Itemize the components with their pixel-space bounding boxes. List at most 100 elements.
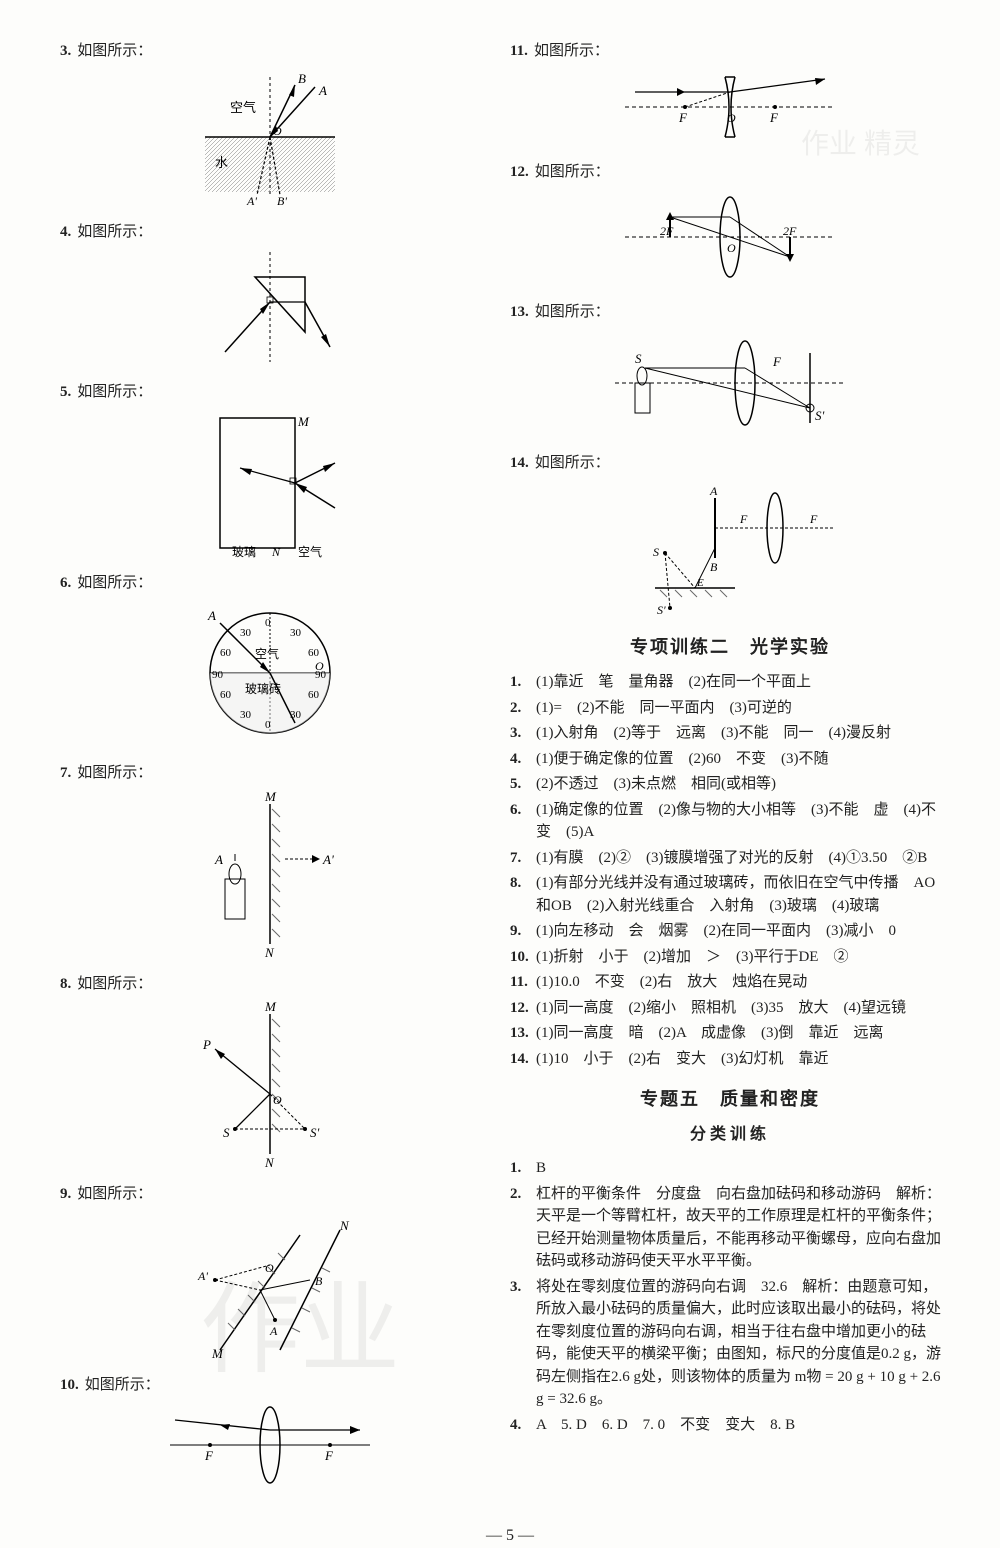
- ans-text: (1)靠近 笔 量角器 (2)在同一个平面上: [536, 671, 811, 694]
- page-columns: 3. 如图所示： B A O 空气: [60, 40, 960, 1504]
- ans-text: (1)便于确定像的位置 (2)60 不变 (3)不随: [536, 748, 828, 771]
- svg-text:B: B: [710, 560, 718, 574]
- answer-line: 3.(1)入射角 (2)等于 远离 (3)不能 同一 (4)漫反射: [510, 722, 950, 745]
- svg-text:空气: 空气: [255, 646, 279, 661]
- item-4: 4. 如图所示：: [60, 221, 480, 368]
- svg-text:N: N: [339, 1218, 350, 1233]
- answer-line: 14.(1)10 小于 (2)右 变大 (3)幻灯机 靠近: [510, 1048, 950, 1071]
- ans-text: (1)= (2)不能 同一平面内 (3)可逆的: [536, 697, 792, 720]
- diagram-8: M N S S' P O: [60, 999, 480, 1169]
- answer-line: 10.(1)折射 小于 (2)增加 ＞ (3)平行于DE ②: [510, 946, 950, 969]
- item-11: 11. 如图所示： F O F: [510, 40, 950, 147]
- ans-num: 12.: [510, 997, 536, 1020]
- svg-text:F: F: [739, 512, 748, 526]
- ans-num: 4.: [510, 1414, 536, 1437]
- ans-text: (1)同一高度 暗 (2)A 成虚像 (3)倒 靠近 远离: [536, 1022, 883, 1045]
- svg-text:N: N: [264, 945, 275, 959]
- answer-line: 2.杠杆的平衡条件 分度盘 向右盘加砝码和移动游码 解析：天平是一个等臂杠杆，故…: [510, 1183, 950, 1273]
- svg-text:F: F: [678, 110, 688, 125]
- svg-text:O: O: [727, 241, 736, 255]
- svg-text:60: 60: [220, 647, 232, 659]
- svg-text:O: O: [265, 1261, 274, 1275]
- svg-text:N: N: [264, 1155, 275, 1169]
- svg-text:A': A': [246, 194, 257, 207]
- ans-num: 11.: [510, 971, 536, 994]
- item-label-text: 如图所示：: [85, 1374, 160, 1397]
- right-column: 11. 如图所示： F O F: [510, 40, 950, 1504]
- item-number: 11.: [510, 40, 528, 63]
- svg-text:A: A: [709, 484, 718, 498]
- ans-num: 7.: [510, 847, 536, 870]
- svg-text:N: N: [271, 545, 281, 558]
- svg-text:O: O: [273, 1093, 282, 1107]
- ans-num: 14.: [510, 1048, 536, 1071]
- ans-num: 5.: [510, 773, 536, 796]
- svg-text:A: A: [214, 852, 223, 867]
- item-number: 4.: [60, 221, 71, 244]
- item-number: 3.: [60, 40, 71, 63]
- answer-line: 6.(1)确定像的位置 (2)像与物的大小相等 (3)不能 虚 (4)不变 (5…: [510, 799, 950, 844]
- item-3: 3. 如图所示： B A O 空气: [60, 40, 480, 207]
- item-label-text: 如图所示：: [77, 381, 152, 404]
- item-number: 5.: [60, 381, 71, 404]
- answer-line: 11.(1)10.0 不变 (2)右 放大 烛焰在晃动: [510, 971, 950, 994]
- diagram-12: 2F O 2F: [510, 187, 950, 287]
- svg-text:30: 30: [240, 709, 252, 721]
- ans-num: 3.: [510, 722, 536, 745]
- diagram-11: F O F: [510, 67, 950, 147]
- ans-num: 1.: [510, 1157, 536, 1180]
- ans-text: (1)有膜 (2)② (3)镀膜增强了对光的反射 (4)①3.50 ②B: [536, 847, 927, 870]
- section5-answers: 1.B 2.杠杆的平衡条件 分度盘 向右盘加砝码和移动游码 解析：天平是一个等臂…: [510, 1157, 950, 1436]
- answer-line: 9.(1)向左移动 会 烟雾 (2)在同一平面内 (3)减小 0: [510, 920, 950, 943]
- item-9: 9. 如图所示： N M: [60, 1183, 480, 1360]
- ans-num: 1.: [510, 671, 536, 694]
- svg-text:A: A: [269, 1324, 278, 1338]
- svg-text:60: 60: [308, 647, 320, 659]
- item-8: 8. 如图所示： M N S S': [60, 973, 480, 1170]
- svg-text:F: F: [324, 1448, 334, 1463]
- answer-line: 3.将处在零刻度位置的游码向右调 32.6 解析：由题意可知，所放入最小砝码的质…: [510, 1276, 950, 1411]
- ans-num: 13.: [510, 1022, 536, 1045]
- section2-answers: 1.(1)靠近 笔 量角器 (2)在同一个平面上 2.(1)= (2)不能 同一…: [510, 671, 950, 1070]
- svg-text:2F: 2F: [660, 224, 674, 238]
- ans-text: 将处在零刻度位置的游码向右调 32.6 解析：由题意可知，所放入最小砝码的质量偏…: [536, 1276, 950, 1411]
- svg-text:B: B: [315, 1274, 323, 1288]
- item-label-text: 如图所示：: [535, 161, 610, 184]
- diagram-9: N M A A' O B: [60, 1210, 480, 1360]
- svg-text:S: S: [223, 1125, 230, 1140]
- item-number: 13.: [510, 301, 529, 324]
- item-number: 7.: [60, 762, 71, 785]
- answer-line: 5.(2)不透过 (3)未点燃 相同(或相等): [510, 773, 950, 796]
- answer-line: 8.(1)有部分光线并没有通过玻璃砖，而依旧在空气中传播 AO和OB (2)入射…: [510, 872, 950, 917]
- svg-text:S: S: [635, 351, 642, 366]
- svg-text:O: O: [273, 124, 282, 138]
- ans-num: 3.: [510, 1276, 536, 1411]
- section-subtitle-5: 分类训练: [510, 1123, 950, 1147]
- item-label-text: 如图所示：: [77, 572, 152, 595]
- item-label-text: 如图所示：: [535, 301, 610, 324]
- item-label-text: 如图所示：: [77, 40, 152, 63]
- svg-text:M: M: [297, 414, 310, 429]
- item-5: 5. 如图所示： M 玻璃 N 空气: [60, 381, 480, 558]
- item-6: 6. 如图所示： 0 30 30 60 60 90 90 60 60: [60, 572, 480, 749]
- svg-text:B': B': [277, 194, 287, 207]
- svg-text:B: B: [298, 71, 306, 86]
- answer-line: 1.(1)靠近 笔 量角器 (2)在同一个平面上: [510, 671, 950, 694]
- item-label-text: 如图所示：: [77, 762, 152, 785]
- diagram-4: [60, 247, 480, 367]
- ans-num: 9.: [510, 920, 536, 943]
- svg-text:玻璃: 玻璃: [232, 545, 256, 558]
- svg-text:S: S: [653, 545, 659, 559]
- svg-text:S': S': [657, 603, 666, 617]
- svg-text:0: 0: [265, 617, 271, 629]
- svg-text:2F: 2F: [783, 224, 797, 238]
- svg-text:A: A: [318, 83, 327, 98]
- svg-text:O: O: [315, 659, 324, 673]
- svg-text:F: F: [769, 110, 779, 125]
- svg-text:30: 30: [290, 627, 302, 639]
- answer-line: 4.A 5. D 6. D 7. 0 不变 变大 8. B: [510, 1414, 950, 1437]
- item-number: 8.: [60, 973, 71, 996]
- svg-text:S': S': [310, 1125, 320, 1140]
- item-number: 10.: [60, 1374, 79, 1397]
- section-title-2: 专项训练二 光学实验: [510, 634, 950, 661]
